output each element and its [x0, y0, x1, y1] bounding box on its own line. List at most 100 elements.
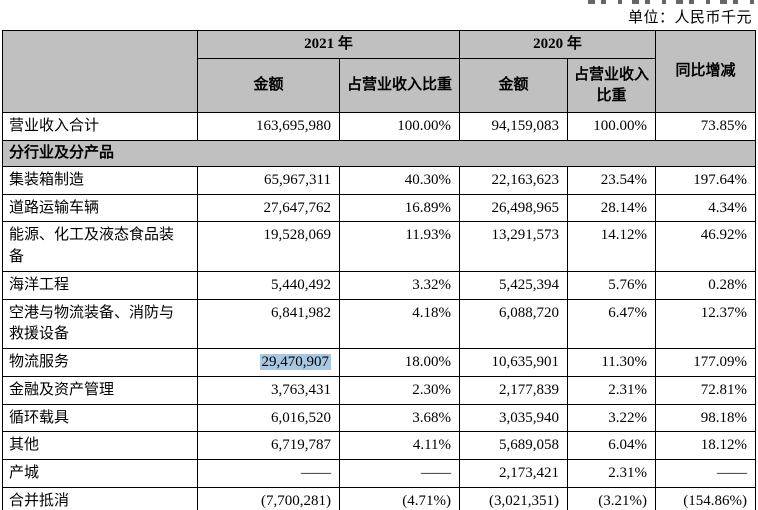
cell-yoy: 177.09%	[655, 348, 757, 377]
amount-2021-value: 65,967,311	[264, 171, 331, 188]
cell-ratio-2020: 5.76%	[567, 270, 657, 300]
table-row: 海洋工程 5,440,492 3.32% 5,425,394 5.76% 0.2…	[2, 270, 757, 300]
cell-amount-2021: ——	[197, 459, 340, 488]
cell-ratio-2020: 28.14%	[567, 193, 657, 223]
table-row: 集装箱制造 65,967,311 40.30% 22,163,623 23.54…	[2, 165, 757, 195]
table-row: 金融及资产管理 3,763,431 2.30% 2,177,839 2.31% …	[2, 375, 757, 405]
cell-ratio-2021: 3.68%	[338, 403, 461, 433]
cropped-text-artifact	[588, 0, 754, 4]
table-body: 营业收入合计 163,695,980 100.00% 94,159,083 10…	[1, 112, 757, 510]
cell-yoy: 73.85%	[655, 112, 757, 141]
cell-yoy: 197.64%	[655, 165, 757, 195]
row-label: 物流服务	[2, 348, 198, 377]
cell-yoy: 4.34%	[655, 193, 757, 223]
cell-amount-2021: 6,841,982	[197, 298, 340, 349]
cell-ratio-2020: 2.31%	[567, 375, 657, 405]
amount-2021-value: 6,719,787	[271, 437, 331, 454]
header-yoy: 同比增减	[655, 30, 757, 113]
unit-label: 单位：人民币千元	[627, 10, 752, 26]
amount-2021-value: ——	[301, 465, 331, 481]
header-year-2020: 2020 年	[459, 30, 657, 59]
cell-amount-2021: 6,719,787	[197, 431, 340, 460]
table-row: 合并抵消 (7,700,281) (4.71%) (3,021,351) (3.…	[2, 486, 757, 510]
header-amount-2021: 金额	[197, 58, 340, 113]
table-header: 2021 年 2020 年 同比增减 金额 占营业收入比重 金额 占营业收入比重	[2, 30, 757, 113]
table-row: 营业收入合计 163,695,980 100.00% 94,159,083 10…	[2, 112, 757, 141]
cell-amount-2020: 94,159,083	[459, 112, 569, 141]
cell-amount-2020: 5,689,058	[459, 431, 569, 460]
cell-ratio-2020: 2.31%	[567, 459, 657, 488]
section-header-row: 分行业及分产品	[1, 139, 757, 167]
row-label: 金融及资产管理	[2, 375, 198, 405]
cell-ratio-2020: 100.00%	[567, 112, 657, 141]
cell-amount-2020: 2,173,421	[459, 459, 569, 488]
cell-yoy: 0.28%	[655, 270, 757, 300]
highlighted-value: 29,470,907	[259, 354, 331, 370]
amount-2021-value: 3,763,431	[271, 381, 331, 398]
cell-amount-2020: 10,635,901	[459, 348, 569, 377]
amount-2021-value: 163,695,980	[256, 118, 331, 134]
cell-yoy: 12.37%	[655, 298, 757, 349]
header-ratio-2021: 占营业收入比重	[338, 58, 461, 113]
cell-yoy: ——	[655, 459, 757, 488]
cell-amount-2020: 22,163,623	[459, 165, 569, 195]
amount-2021-value: 6,016,520	[271, 409, 331, 426]
header-ratio-2020: 占营业收入比重	[567, 58, 657, 113]
cell-amount-2020: 6,088,720	[459, 298, 569, 349]
cell-yoy: (154.86%)	[655, 486, 757, 510]
cell-yoy: 72.81%	[655, 375, 757, 405]
cell-ratio-2021: 16.89%	[338, 193, 461, 223]
row-label: 集装箱制造	[2, 165, 198, 195]
table-row: 其他 6,719,787 4.11% 5,689,058 6.04% 18.12…	[2, 431, 757, 460]
cell-amount-2021: 27,647,762	[197, 193, 340, 223]
cell-ratio-2021: ——	[338, 459, 461, 488]
header-amount-2020: 金额	[459, 58, 569, 113]
cell-amount-2021: 65,967,311	[197, 165, 340, 195]
table-row: 能源、化工及液态食品装备 19,528,069 11.93% 13,291,57…	[2, 221, 757, 272]
row-label: 合并抵消	[2, 486, 198, 510]
cell-yoy: 18.12%	[655, 431, 757, 460]
cell-ratio-2020: 14.12%	[567, 221, 657, 272]
row-label: 产城	[2, 459, 198, 488]
cell-amount-2021: 163,695,980	[197, 112, 340, 141]
cell-amount-2020: 2,177,839	[459, 375, 569, 405]
amount-2021-value: 6,841,982	[271, 304, 331, 321]
amount-2021-value: 19,528,069	[263, 227, 332, 244]
cell-ratio-2021: 3.32%	[338, 270, 461, 300]
cell-amount-2020: 26,498,965	[459, 193, 569, 223]
row-label: 海洋工程	[2, 270, 198, 300]
row-label: 营业收入合计	[2, 112, 198, 141]
header-blank-cell	[2, 30, 198, 113]
row-label: 其他	[2, 431, 198, 460]
cell-ratio-2020: 6.47%	[567, 298, 657, 349]
cell-ratio-2021: 40.30%	[338, 165, 461, 195]
cell-amount-2021: 3,763,431	[197, 375, 340, 405]
cell-ratio-2020: 11.30%	[567, 348, 657, 377]
table-row: 空港与物流装备、消防与救援设备 6,841,982 4.18% 6,088,72…	[2, 298, 757, 349]
row-label: 空港与物流装备、消防与救援设备	[2, 298, 198, 349]
cell-amount-2020: 13,291,573	[459, 221, 569, 272]
cell-amount-2021: 19,528,069	[197, 221, 340, 272]
cell-ratio-2020: 3.22%	[567, 403, 657, 433]
revenue-by-segment-table: 2021 年 2020 年 同比增减 金额 占营业收入比重 金额 占营业收入比重…	[1, 30, 757, 510]
amount-2021-value: (7,700,281)	[261, 492, 331, 509]
table-row: 道路运输车辆 27,647,762 16.89% 26,498,965 28.1…	[2, 193, 757, 223]
cell-amount-2020: 5,425,394	[459, 270, 569, 300]
cell-ratio-2021: 4.18%	[338, 298, 461, 349]
cell-yoy: 98.18%	[655, 403, 757, 433]
table-row: 物流服务 29,470,907 18.00% 10,635,901 11.30%…	[2, 348, 757, 377]
cell-ratio-2020: (3.21%)	[567, 486, 657, 510]
cell-yoy: 46.92%	[655, 221, 757, 272]
cell-ratio-2021: 4.11%	[338, 431, 461, 460]
row-label: 道路运输车辆	[2, 193, 198, 223]
cell-amount-2021: 5,440,492	[197, 270, 340, 300]
row-label: 能源、化工及液态食品装备	[2, 221, 198, 272]
section-header-label: 分行业及分产品	[1, 139, 757, 167]
cell-ratio-2021: 11.93%	[338, 221, 461, 272]
cell-ratio-2021: (4.71%)	[338, 486, 461, 510]
cell-ratio-2021: 2.30%	[338, 375, 461, 405]
cell-amount-2021: 6,016,520	[197, 403, 340, 433]
amount-2021-value: 27,647,762	[263, 199, 332, 216]
cell-ratio-2021: 18.00%	[338, 348, 461, 377]
